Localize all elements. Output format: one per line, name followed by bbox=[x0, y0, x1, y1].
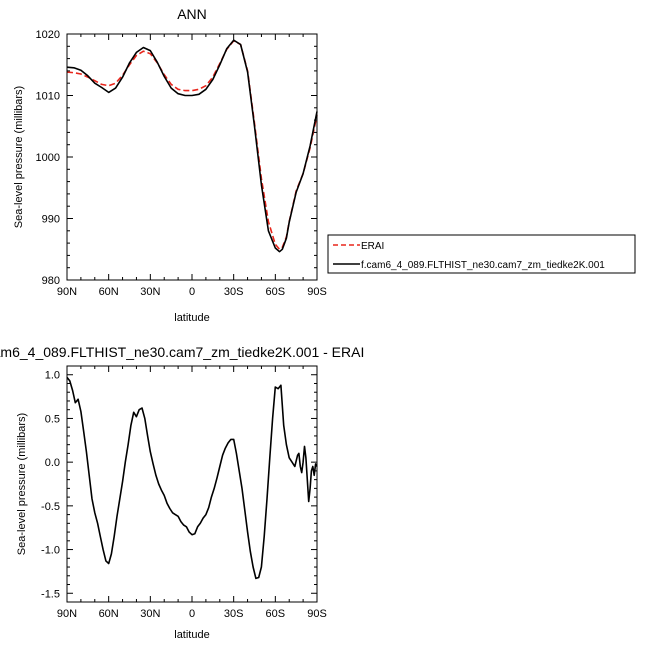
y-tick-label: -1.0 bbox=[41, 545, 60, 557]
legend-label-model: f.cam6_4_089.FLTHIST_ne30.cam7_zm_tiedke… bbox=[361, 260, 605, 271]
x-tick-label: 60S bbox=[266, 608, 286, 620]
x-tick-label: 90N bbox=[57, 608, 77, 620]
legend: ERAI f.cam6_4_089.FLTHIST_ne30.cam7_zm_t… bbox=[327, 234, 636, 274]
x-tick-label: 30N bbox=[140, 608, 160, 620]
legend-label-erai: ERAI bbox=[361, 241, 384, 252]
y-axis-ticks: 1.0 0.5 0.0 -0.5 -1.0 -1.5 bbox=[41, 365, 317, 603]
y-tick-label: 1010 bbox=[36, 91, 60, 103]
x-tick-label: 90S bbox=[307, 608, 327, 620]
chart-title: ANN bbox=[177, 6, 207, 22]
series-line-0 bbox=[66, 40, 318, 251]
x-tick-label: 0 bbox=[189, 286, 195, 298]
x-axis-label: latitude bbox=[174, 629, 209, 641]
x-tick-label: 30S bbox=[224, 608, 244, 620]
series-line-0 bbox=[66, 376, 318, 580]
y-tick-label: 0.5 bbox=[45, 413, 60, 425]
chart-panel-difference: cam6_4_089.FLTHIST_ne30.cam7_zm_tiedke2K… bbox=[0, 344, 364, 641]
y-tick-label: 980 bbox=[42, 275, 60, 287]
x-axis-ticks: 90N 60N 30N 0 30S 60S 90S bbox=[57, 34, 327, 298]
y-tick-label: 1000 bbox=[36, 152, 60, 164]
x-tick-label: 90N bbox=[57, 286, 77, 298]
y-tick-label: 1.0 bbox=[45, 370, 60, 382]
plot-frame bbox=[66, 365, 318, 603]
plot-frame bbox=[66, 33, 318, 281]
x-tick-label: 60N bbox=[99, 608, 119, 620]
series-group bbox=[66, 376, 318, 580]
x-tick-label: 30N bbox=[140, 286, 160, 298]
x-axis-label: latitude bbox=[174, 312, 209, 324]
legend-box bbox=[327, 234, 636, 274]
chart-title: cam6_4_089.FLTHIST_ne30.cam7_zm_tiedke2K… bbox=[0, 344, 364, 360]
x-axis-ticks: 90N 60N 30N 0 30S 60S 90S bbox=[57, 366, 327, 620]
x-tick-label: 90S bbox=[307, 286, 327, 298]
chart-panel-annual: ANN 90N 60N 30N 0 30S 60S 90S 1020101010009909… bbox=[13, 6, 327, 324]
x-tick-label: 0 bbox=[189, 608, 195, 620]
series-line-1 bbox=[66, 39, 318, 253]
x-tick-label: 60N bbox=[99, 286, 119, 298]
y-tick-label: -1.5 bbox=[41, 588, 60, 600]
y-tick-label: 990 bbox=[42, 214, 60, 226]
y-axis-label: Sea-level pressure (millibars) bbox=[13, 86, 25, 228]
x-tick-label: 60S bbox=[266, 286, 286, 298]
y-axis-ticks: 1020 1010 1000 990 980 bbox=[36, 29, 317, 287]
y-axis-label: Sea-level pressure (millibars) bbox=[16, 413, 28, 555]
y-tick-label: -0.5 bbox=[41, 501, 60, 513]
y-tick-label: 0.0 bbox=[45, 457, 60, 469]
x-tick-label: 30S bbox=[224, 286, 244, 298]
series-group bbox=[66, 39, 318, 253]
y-tick-label: 1020 bbox=[36, 29, 60, 41]
